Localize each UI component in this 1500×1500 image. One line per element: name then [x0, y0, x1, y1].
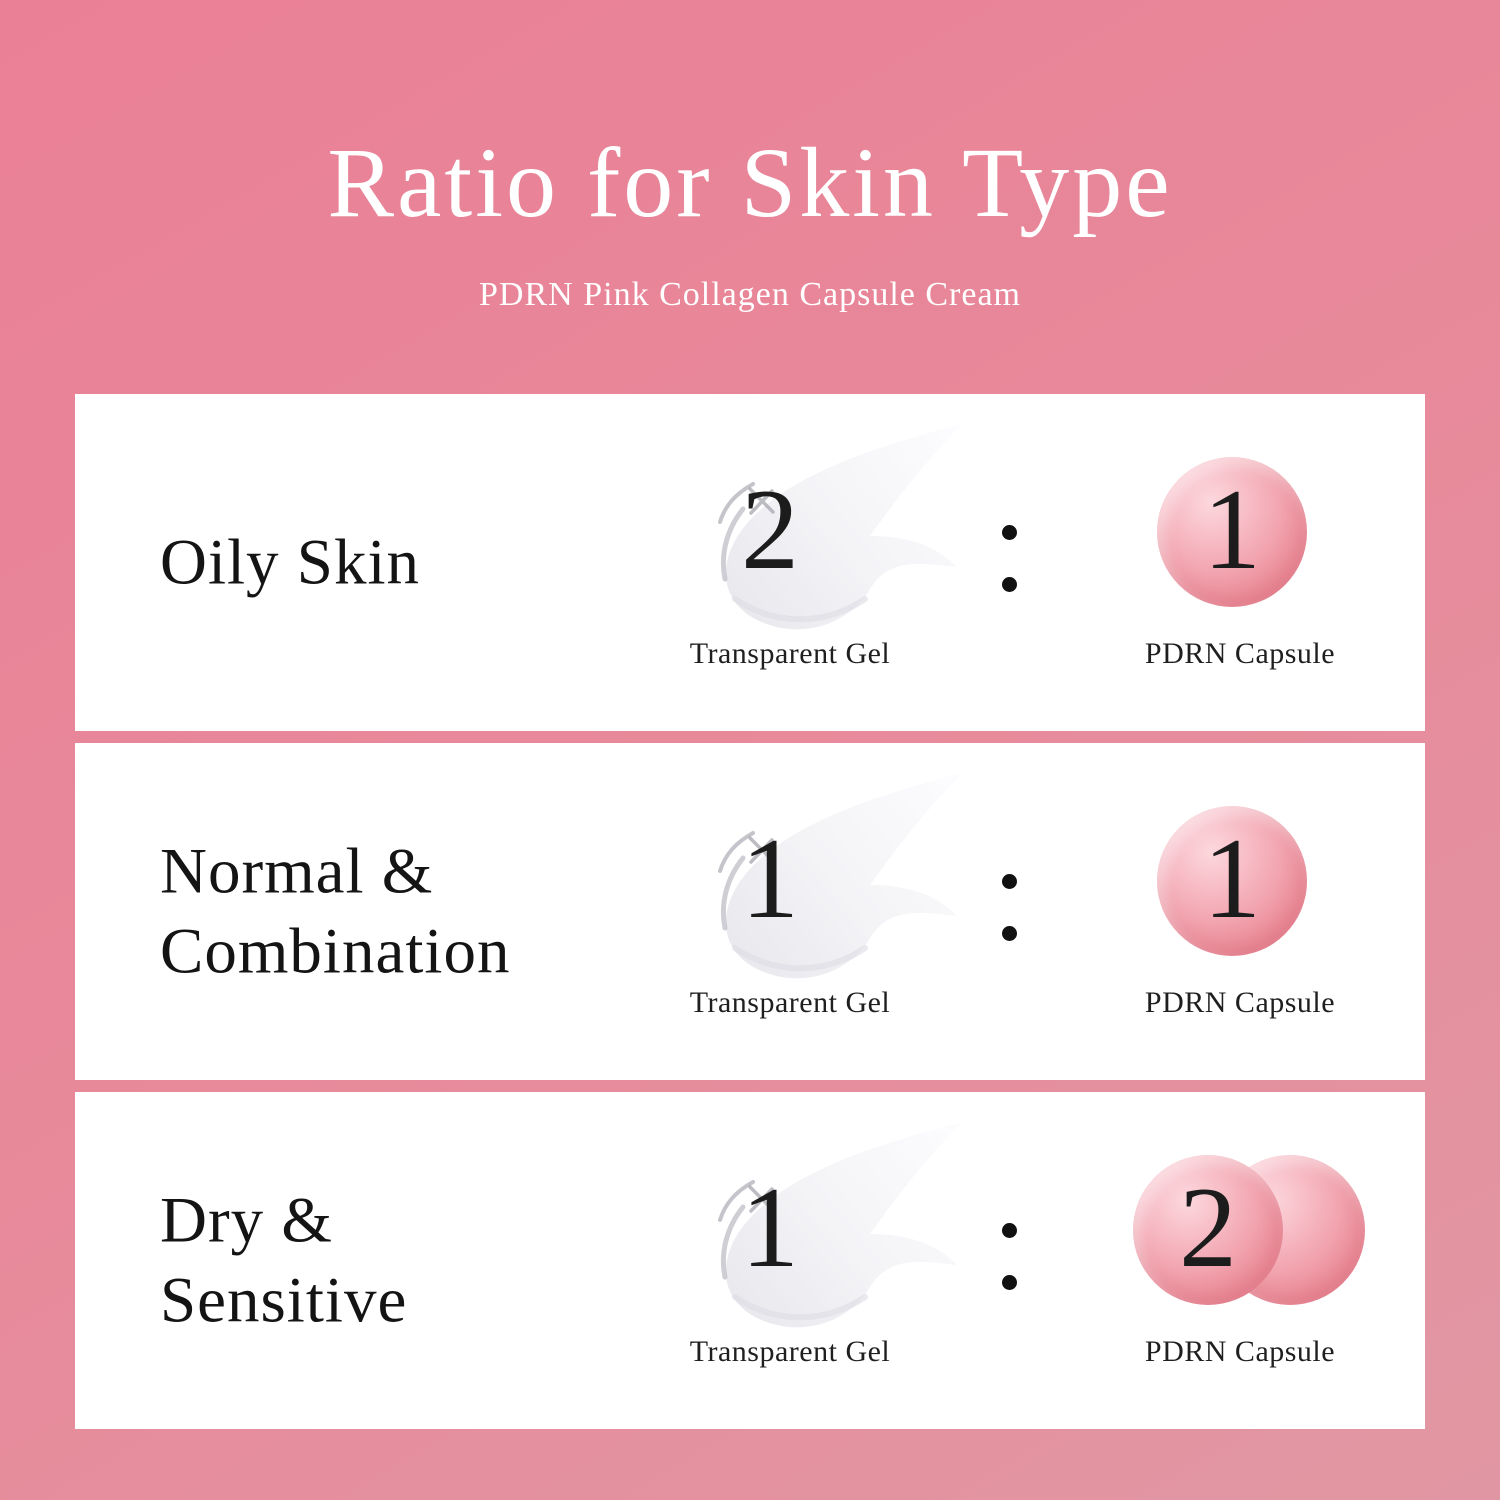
- colon-dot-top: [1002, 1223, 1017, 1238]
- pdrn-capsule-icon: 1: [1157, 457, 1307, 607]
- capsule-group: 1: [1157, 457, 1307, 607]
- skin-type-line-2: Combination: [160, 915, 511, 988]
- capsule-amount: 1: [1203, 815, 1261, 943]
- skin-type-line-1: Normal &: [160, 834, 434, 907]
- colon-dot-bottom: [1002, 577, 1017, 592]
- capsule-amount: 2: [1179, 1164, 1237, 1292]
- skin-type-row-dry-sensitive: Dry & Sensitive 1: [75, 1092, 1425, 1429]
- skin-type-label: Oily Skin: [160, 522, 420, 603]
- ratio-colon: [1002, 874, 1017, 941]
- pdrn-capsule-icon: 1: [1157, 806, 1307, 956]
- gel-caption: Transparent Gel: [689, 637, 891, 670]
- ratio-colon: [1002, 525, 1017, 592]
- capsule-caption: PDRN Capsule: [1144, 637, 1336, 670]
- page-subtitle: PDRN Pink Collagen Capsule Cream: [479, 276, 1021, 313]
- capsule-amount: 1: [1203, 466, 1261, 594]
- gel-swatch-icon: [718, 1122, 963, 1328]
- skin-type-label: Dry & Sensitive: [160, 1180, 407, 1341]
- colon-dot-top: [1002, 525, 1017, 540]
- skin-type-row-oily: Oily Skin 2: [75, 394, 1425, 731]
- ratio-colon: [1002, 1223, 1017, 1290]
- colon-dot-bottom: [1002, 1275, 1017, 1290]
- capsule-group: 2: [1133, 1155, 1365, 1305]
- skin-type-line-2: Sensitive: [160, 1264, 408, 1337]
- capsule-caption: PDRN Capsule: [1144, 1335, 1336, 1368]
- skin-type-line-1: Dry &: [160, 1183, 333, 1256]
- capsule-caption: PDRN Capsule: [1144, 986, 1336, 1019]
- gel-swatch-icon: [718, 773, 963, 979]
- capsule-group: 1: [1157, 806, 1307, 956]
- skin-type-label: Normal & Combination: [160, 831, 510, 992]
- gel-swatch: 1: [665, 1112, 975, 1352]
- gel-amount: 1: [741, 1164, 799, 1292]
- gel-amount: 2: [741, 466, 799, 594]
- page-title: Ratio for Skin Type: [327, 127, 1173, 238]
- gel-swatch: 2: [665, 414, 975, 654]
- gel-caption: Transparent Gel: [689, 1335, 891, 1368]
- skin-type-line-1: Oily Skin: [160, 526, 421, 599]
- gel-caption: Transparent Gel: [689, 986, 891, 1019]
- colon-dot-bottom: [1002, 926, 1017, 941]
- colon-dot-top: [1002, 874, 1017, 889]
- pdrn-capsule-icon: 2: [1133, 1155, 1283, 1305]
- skin-type-row-normal-combination: Normal & Combination 1: [75, 743, 1425, 1080]
- gel-amount: 1: [741, 815, 799, 943]
- gel-swatch: 1: [665, 763, 975, 1003]
- gel-swatch-icon: [718, 424, 963, 630]
